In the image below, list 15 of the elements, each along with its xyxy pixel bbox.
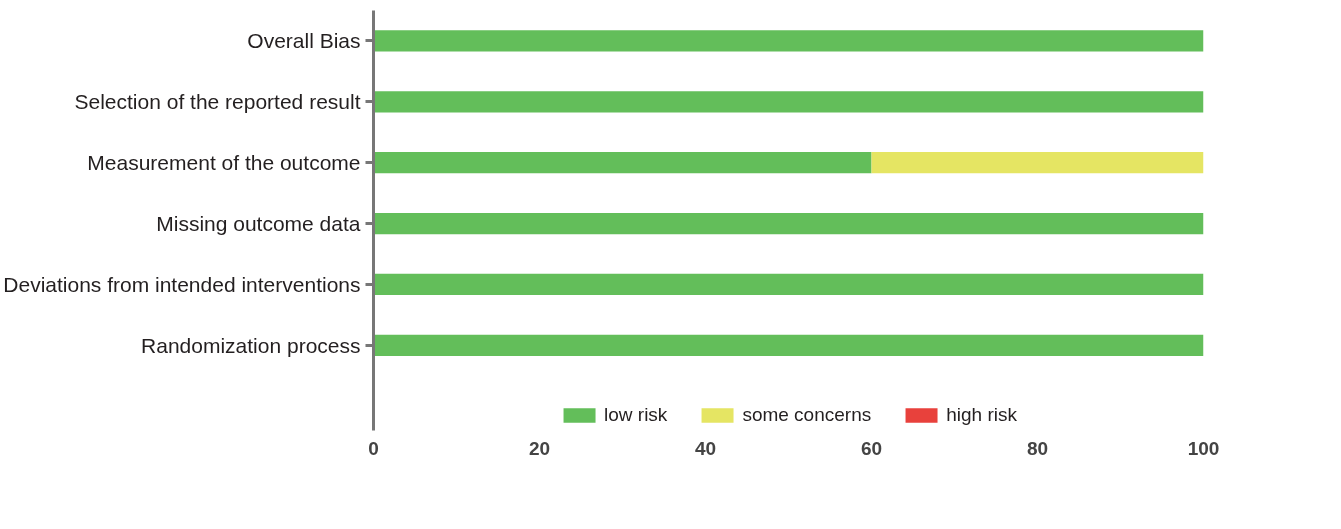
y-tick-label: Randomization process: [141, 333, 361, 357]
legend-label: high risk: [946, 404, 1017, 426]
y-tick-label: Selection of the reported result: [74, 90, 361, 114]
legend-label: low risk: [604, 404, 668, 426]
x-tick-label: 0: [368, 437, 379, 459]
x-tick-label: 40: [694, 437, 717, 459]
y-tick-label: Overall Bias: [247, 29, 361, 53]
legend-label: some concerns: [742, 404, 872, 426]
y-tick-label: Deviations from intended interventions: [3, 272, 361, 296]
x-tick-label: 80: [1026, 437, 1049, 459]
y-tick-label: Measurement of the outcome: [87, 151, 361, 175]
x-tick-label: 100: [1187, 437, 1220, 459]
y-tick-label: Missing outcome data: [156, 212, 361, 236]
x-tick-label: 20: [528, 437, 551, 459]
x-tick-label: 60: [860, 437, 883, 459]
